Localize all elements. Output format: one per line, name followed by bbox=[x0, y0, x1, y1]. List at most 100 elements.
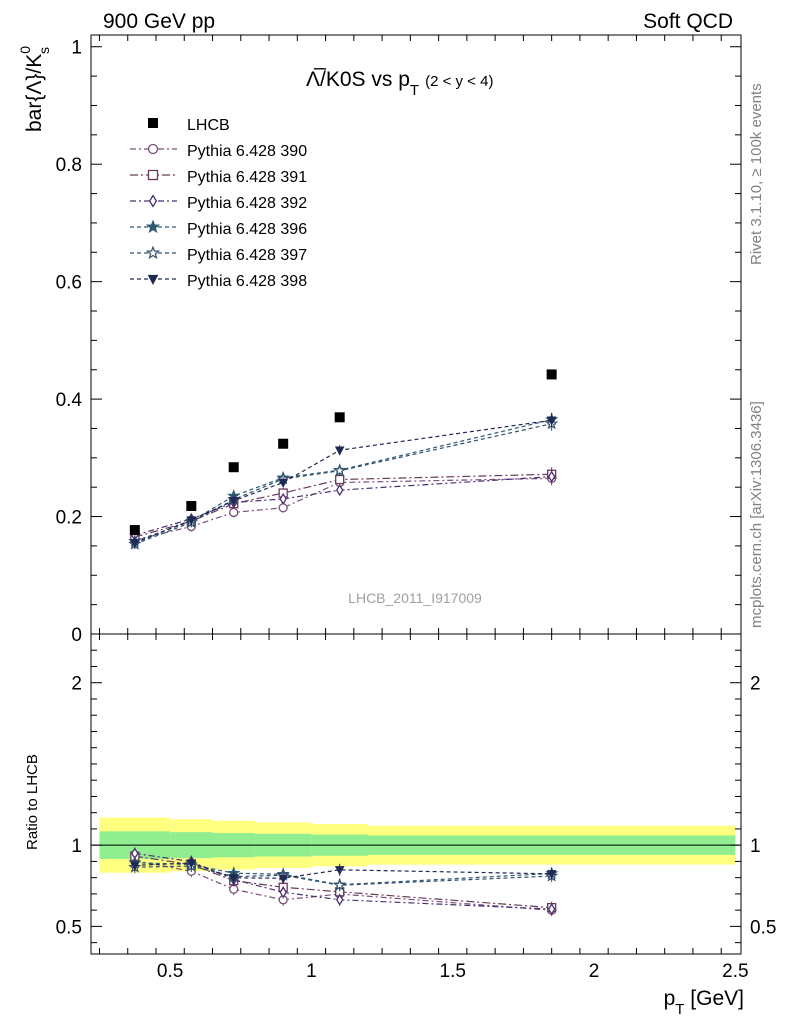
ratio-frame bbox=[90, 633, 742, 955]
y-axis-label-main: bar{Λ}/K bbox=[23, 54, 46, 132]
series-point bbox=[546, 416, 557, 426]
ratio-y-tick-label-right: 2 bbox=[750, 674, 761, 695]
series-point bbox=[547, 470, 556, 483]
ratio-line bbox=[134, 862, 552, 879]
ratio-point bbox=[228, 874, 239, 884]
y-tick-label: 0.2 bbox=[56, 508, 82, 529]
series-line bbox=[134, 419, 552, 542]
legend-label: Pythia 6.428 391 bbox=[187, 169, 307, 186]
ratio-point bbox=[546, 870, 557, 880]
y-tick-label: 0.4 bbox=[56, 390, 83, 411]
legend-marker bbox=[148, 194, 158, 208]
ratio-line bbox=[134, 855, 552, 909]
series-point bbox=[278, 478, 289, 488]
plot-title: Λ̅/K0S vs pT (2 < y < 4) bbox=[306, 68, 493, 99]
ratio-series-6 bbox=[129, 857, 557, 885]
x-tick-label: 2.5 bbox=[722, 961, 748, 982]
header-left: 900 GeV pp bbox=[103, 10, 215, 33]
series-point bbox=[279, 492, 287, 505]
ratio-point bbox=[333, 878, 347, 891]
series-point bbox=[333, 463, 347, 477]
series-point bbox=[228, 496, 239, 507]
data-point bbox=[278, 438, 289, 449]
header-right: Soft QCD bbox=[643, 10, 733, 33]
legend-label: Pythia 6.428 392 bbox=[187, 195, 307, 212]
y-axis-label-sup: 0 bbox=[17, 46, 33, 54]
y-axis-label: bar{Λ}/K0 s bbox=[17, 46, 52, 132]
y-tick-label: 1 bbox=[71, 38, 82, 59]
legend-entry-1: Pythia 6.428 390 bbox=[130, 143, 307, 160]
legend-label: Pythia 6.428 398 bbox=[187, 273, 307, 290]
ratio-y-tick-label: 1 bbox=[71, 836, 82, 857]
data-point bbox=[334, 412, 345, 423]
series-point bbox=[229, 507, 239, 518]
series-line bbox=[134, 477, 552, 541]
x-tick-label: 1.5 bbox=[440, 961, 466, 982]
legend-marker bbox=[147, 169, 159, 181]
ratio-y-axis-label: Ratio to LHCB bbox=[24, 754, 41, 850]
series-point bbox=[186, 516, 197, 526]
legend-marker bbox=[145, 219, 161, 234]
lhcb-data bbox=[129, 369, 557, 536]
ratio-panel: 0.5 0.5 1 1 2 2 bbox=[56, 633, 776, 955]
legend-marker bbox=[147, 274, 159, 286]
x-tick-labels: 0.5 1 1.5 2 2.5 bbox=[157, 961, 749, 982]
legend-marker bbox=[147, 143, 159, 155]
watermark: LHCB_2011_I917009 bbox=[348, 590, 482, 606]
ratio-y-tick-label: 2 bbox=[71, 674, 82, 695]
legend-label: LHCB bbox=[187, 117, 230, 134]
y-tick-label: 0.8 bbox=[56, 155, 82, 176]
x-tick-label: 2 bbox=[589, 961, 600, 982]
ratio-point bbox=[334, 866, 345, 876]
plot-title-range: (2 < y < 4) bbox=[425, 73, 493, 90]
legend-entry-6: Pythia 6.428 398 bbox=[130, 273, 307, 290]
legend-label: Pythia 6.428 390 bbox=[187, 143, 307, 160]
ratio-line bbox=[134, 860, 552, 911]
ratio-point bbox=[279, 886, 287, 899]
ratio-point bbox=[335, 893, 344, 906]
ratio-plot-area bbox=[91, 817, 741, 917]
legend-entry-4: Pythia 6.428 396 bbox=[130, 219, 307, 238]
data-point bbox=[186, 500, 197, 511]
series-point bbox=[334, 446, 345, 456]
y-axis-label-sub: s bbox=[36, 47, 52, 54]
y-tick-label: 0 bbox=[71, 625, 82, 646]
series-line bbox=[134, 476, 552, 536]
legend-marker bbox=[148, 118, 158, 128]
ratio-axes: 0.5 0.5 1 1 2 2 bbox=[56, 633, 776, 954]
data-point bbox=[228, 462, 239, 473]
ratio-y-tick-label-right: 1 bbox=[750, 836, 761, 857]
data-point bbox=[129, 525, 140, 536]
ratio-y-tick-label-right: 0.5 bbox=[750, 917, 776, 938]
legend: LHCB Pythia 6.428 390 Pythia 6.428 391 Pyth… bbox=[130, 117, 307, 290]
ratio-line bbox=[134, 852, 552, 910]
ratio-point bbox=[278, 874, 289, 884]
rivet-label: Rivet 3.1.10, ≥ 100k events bbox=[748, 83, 765, 265]
ratio-y-tick-label: 0.5 bbox=[56, 917, 82, 938]
series-point bbox=[335, 474, 345, 485]
series-point bbox=[129, 539, 140, 549]
y-tick-label: 0.6 bbox=[56, 273, 82, 294]
legend-label: Pythia 6.428 396 bbox=[187, 221, 307, 238]
x-tick-label: 0.5 bbox=[157, 961, 183, 982]
series-point bbox=[335, 484, 344, 497]
x-axis-label: pT [GeV] bbox=[664, 987, 744, 1018]
legend-marker bbox=[145, 245, 161, 260]
main-axes: 0 0.2 0.4 0.6 0.8 1 bbox=[56, 35, 741, 646]
mcplots-label: mcplots.cern.ch [arXiv:1306.3436] bbox=[748, 401, 765, 628]
legend-entry-lhcb: LHCB bbox=[148, 117, 230, 134]
series-6 bbox=[129, 413, 557, 549]
x-tick-label: 1 bbox=[306, 961, 317, 982]
x-axis-label-main: p bbox=[664, 987, 676, 1010]
ratio-point bbox=[129, 861, 140, 871]
main-plot-area bbox=[128, 369, 559, 550]
legend-label: Pythia 6.428 397 bbox=[187, 247, 307, 264]
series-line bbox=[134, 423, 552, 545]
plot-title-sub: T bbox=[410, 82, 419, 99]
legend-entry-3: Pythia 6.428 392 bbox=[130, 194, 307, 212]
ratio-point bbox=[547, 903, 556, 916]
plot-title-main: Λ̅/K0S vs p bbox=[306, 68, 410, 91]
data-point bbox=[546, 369, 557, 380]
main-panel: 0 0.2 0.4 0.6 0.8 1 Λ̅/K0S vs pT (2 < y < 4) L… bbox=[56, 34, 742, 646]
